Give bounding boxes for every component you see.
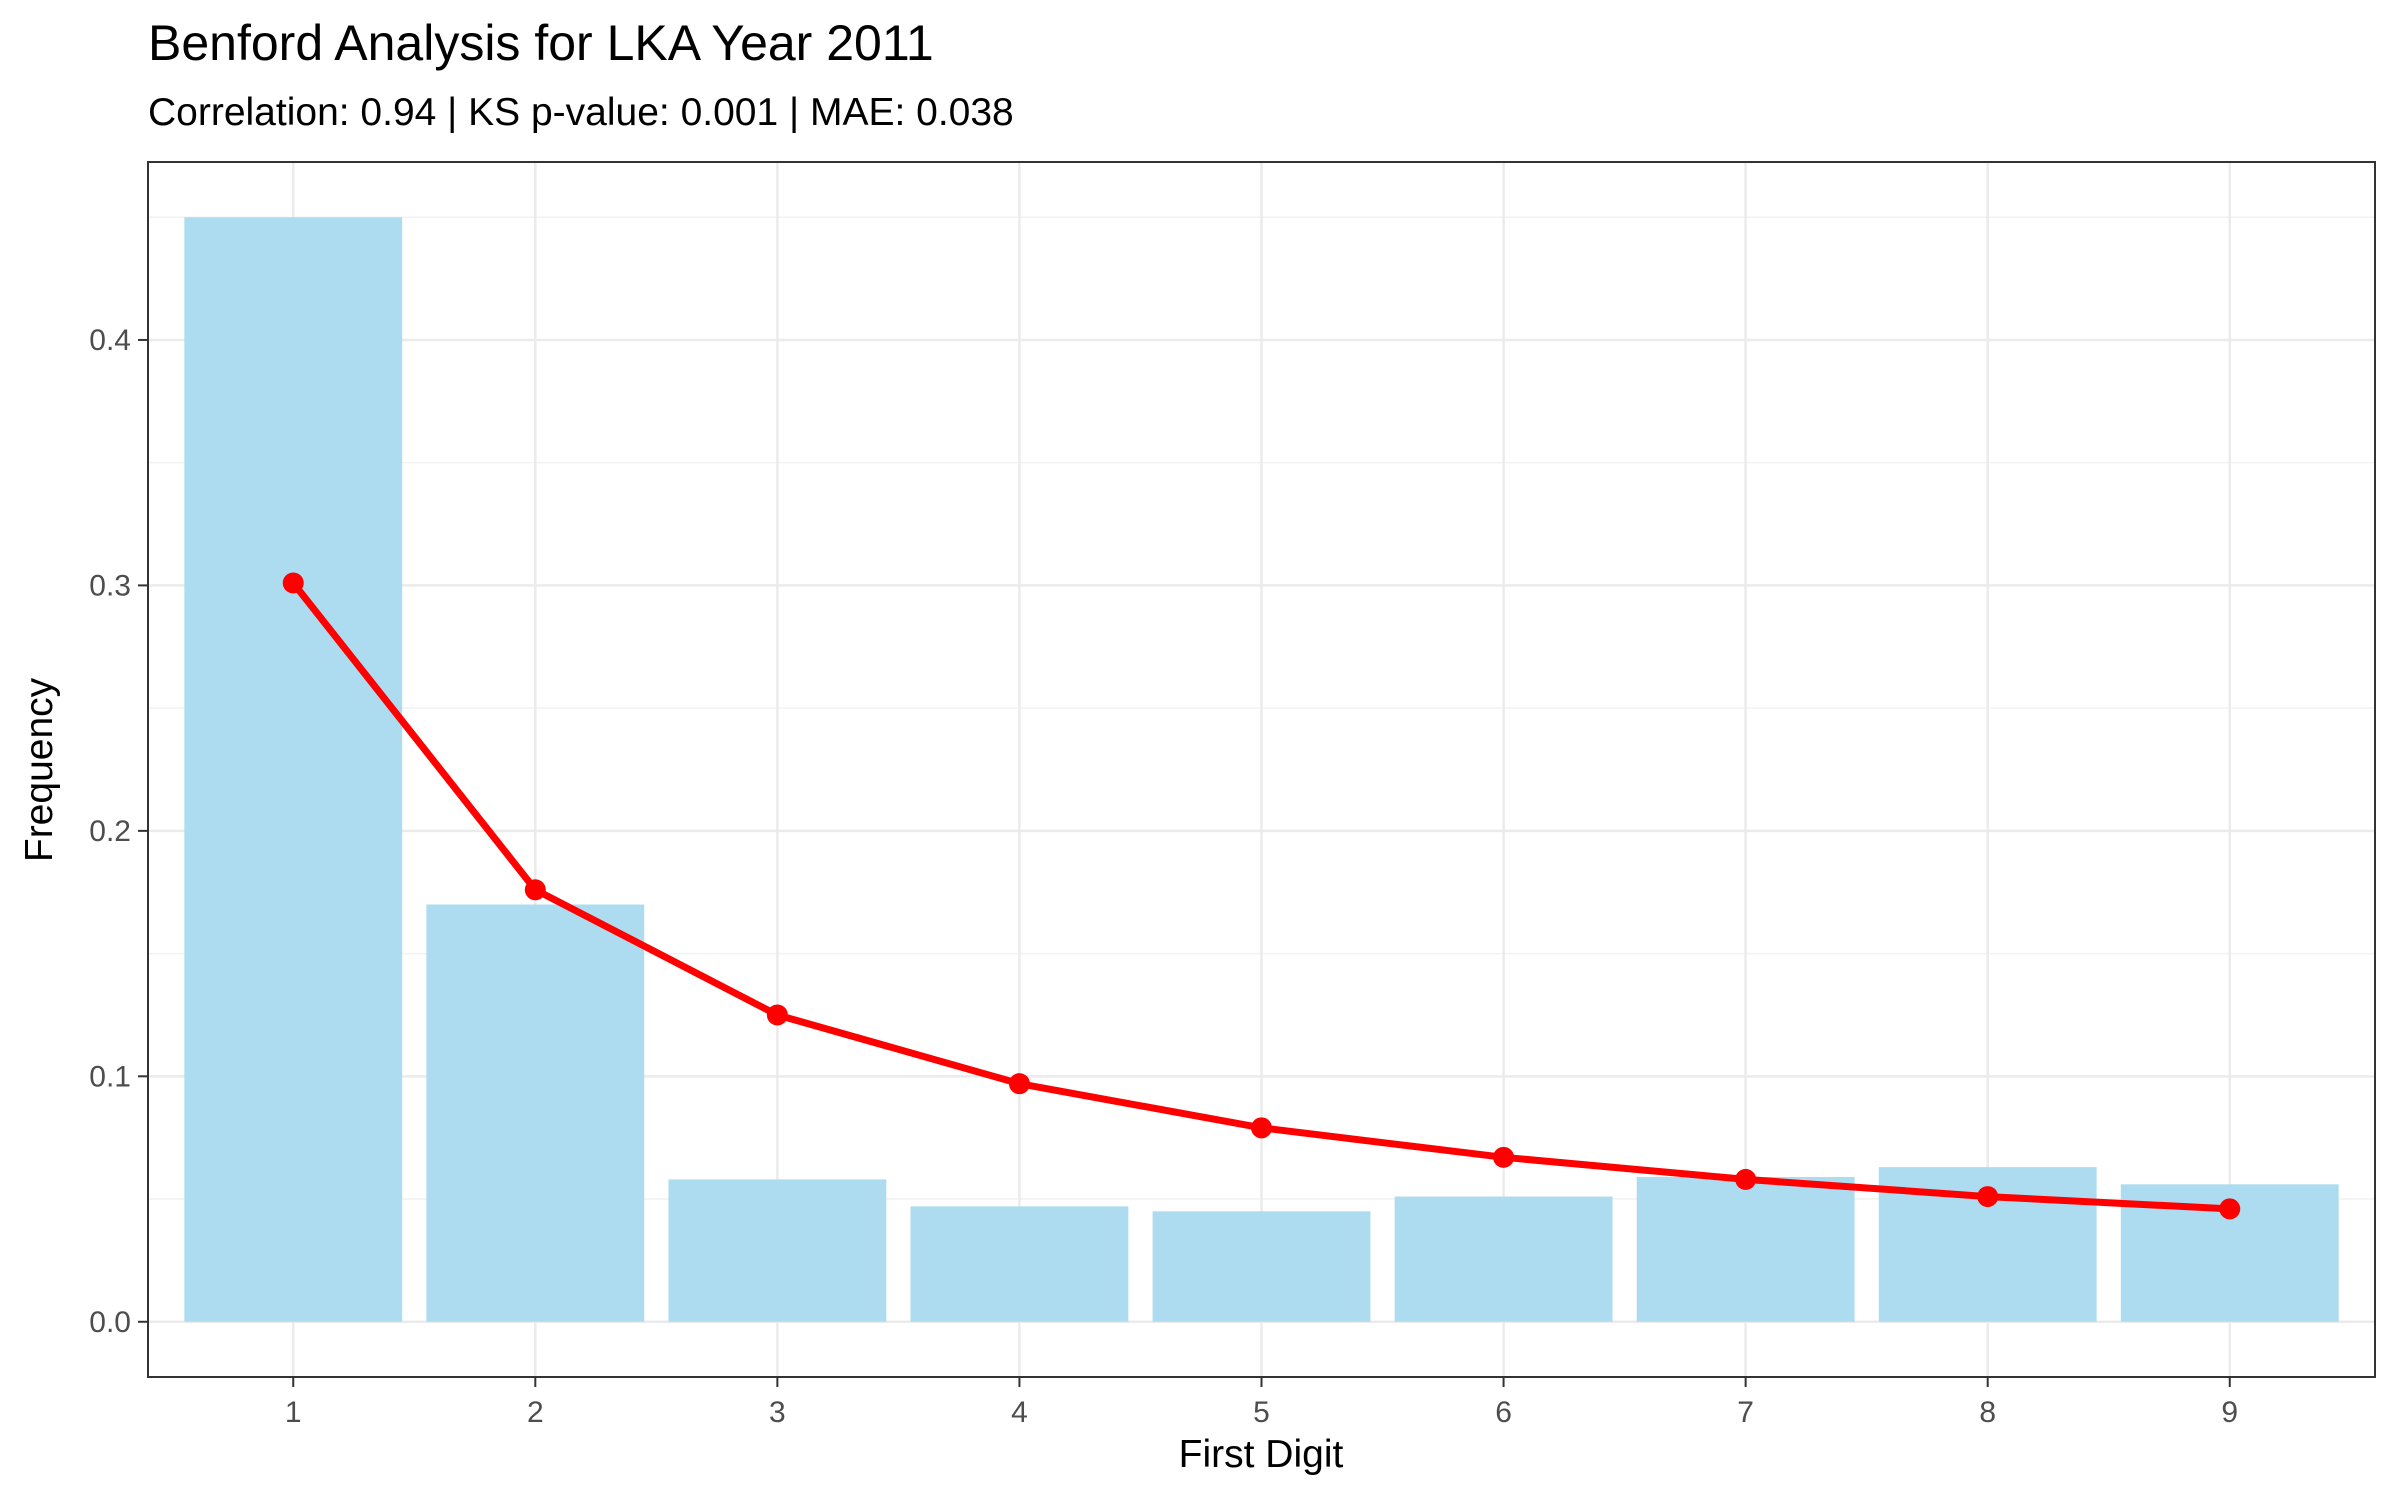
x-tick-label: 4 [1011, 1396, 1028, 1429]
x-tick-label: 5 [1253, 1396, 1270, 1429]
point [524, 879, 546, 901]
x-tick-label: 2 [527, 1396, 544, 1429]
y-tick-label: 0.1 [89, 1060, 131, 1093]
y-axis-title: Frequency [18, 677, 61, 862]
point [2219, 1198, 2241, 1220]
bar [184, 217, 403, 1322]
point [282, 572, 304, 594]
y-tick-label: 0.0 [89, 1306, 131, 1339]
bar [910, 1206, 1129, 1322]
bar [426, 904, 645, 1322]
y-tick-label: 0.2 [89, 815, 131, 848]
x-tick-label: 7 [1737, 1396, 1754, 1429]
x-axis-title: First Digit [1179, 1433, 1344, 1476]
point [1493, 1146, 1515, 1168]
y-tick-label: 0.3 [89, 569, 131, 602]
y-axis: 0.0 0.1 0.2 0.3 0.4 [89, 324, 148, 1339]
bar [1636, 1176, 1855, 1322]
x-tick-label: 6 [1495, 1396, 1512, 1429]
bar [1152, 1211, 1371, 1322]
bar [1394, 1196, 1613, 1322]
x-tick-label: 8 [1979, 1396, 1996, 1429]
x-tick-label: 3 [769, 1396, 786, 1429]
bar [668, 1179, 887, 1322]
chart-subtitle: Correlation: 0.94 | KS p-value: 0.001 | … [148, 91, 1014, 134]
x-axis: 1 2 3 4 5 6 7 8 9 [285, 1377, 2238, 1429]
point [1735, 1168, 1757, 1190]
bar-series [184, 217, 2339, 1322]
point-series [282, 572, 2241, 1220]
x-tick-label: 9 [2221, 1396, 2238, 1429]
chart-title: Benford Analysis for LKA Year 2011 [148, 15, 934, 71]
point [1977, 1186, 1999, 1208]
point [1008, 1073, 1030, 1095]
x-tick-label: 1 [285, 1396, 302, 1429]
point [766, 1004, 788, 1026]
point [1251, 1117, 1272, 1139]
y-tick-label: 0.4 [89, 324, 131, 357]
